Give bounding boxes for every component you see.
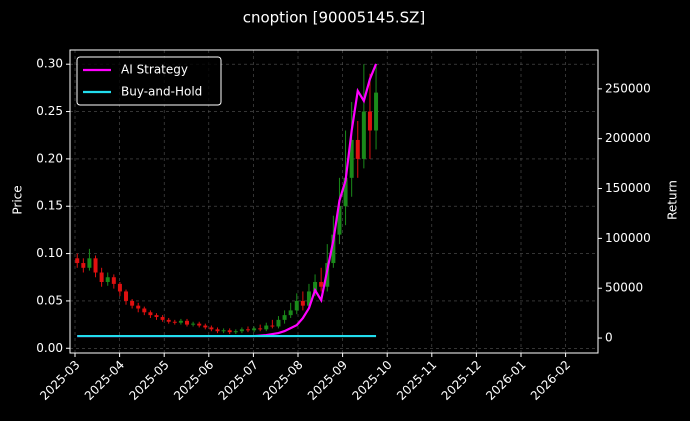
x-tick-label: 2025-07 [216, 358, 261, 403]
candle-body [276, 319, 281, 327]
candle-body [221, 330, 226, 332]
y2-tick-label: 250000 [605, 81, 651, 95]
y2-axis-label: Return [666, 180, 680, 220]
candle-body [245, 329, 250, 331]
y-tick-label: 0.25 [36, 104, 63, 118]
x-tick-label: 2025-06 [171, 358, 216, 403]
candle-body [154, 315, 159, 318]
candle-body [209, 327, 214, 330]
x-tick-label: 2026-01 [483, 358, 528, 403]
y-tick-label: 0.30 [36, 57, 63, 71]
y2-tick-label: 100000 [605, 231, 651, 245]
y-tick-label: 0.00 [36, 341, 63, 355]
candle-body [111, 277, 116, 284]
candle-body [361, 111, 366, 159]
candle-body [172, 321, 177, 323]
candle-body [270, 325, 275, 327]
candle-body [136, 305, 141, 309]
candle-body [343, 177, 348, 207]
candle-body [300, 300, 305, 306]
candle-body [319, 281, 324, 287]
candle-body [374, 92, 379, 131]
candle-body [306, 291, 311, 306]
legend-label: Buy-and-Hold [121, 85, 202, 99]
y-tick-label: 0.15 [36, 199, 63, 213]
chart-title: cnoption [90005145.SZ] [243, 9, 426, 27]
y-axis-label: Price [11, 185, 25, 214]
candle-body [355, 139, 360, 159]
candle-body [185, 320, 190, 325]
y2-tick-label: 150000 [605, 181, 651, 195]
y2-tick-label: 0 [605, 331, 613, 345]
candle-body [331, 234, 336, 264]
candle-body [130, 300, 135, 306]
candle-body [148, 312, 153, 316]
y2-tick-label: 50000 [605, 281, 643, 295]
candle-body [227, 330, 232, 333]
candle-body [124, 291, 129, 301]
candle-body [367, 111, 372, 131]
candle-body [178, 320, 183, 323]
candle-body [215, 329, 220, 332]
candle-body [87, 258, 92, 268]
candle-body [99, 272, 104, 282]
x-tick-label: 2025-05 [126, 358, 171, 403]
x-tick-label: 2025-08 [260, 358, 305, 403]
x-tick-label: 2025-03 [37, 358, 82, 403]
x-tick-label: 2026-02 [528, 358, 573, 403]
candle-body [349, 139, 354, 178]
candle-body [191, 323, 196, 325]
candle-body [233, 331, 238, 333]
x-tick-label: 2025-10 [349, 358, 394, 403]
candle-body [337, 206, 342, 235]
y-tick-label: 0.05 [36, 293, 63, 307]
candle-body [282, 315, 287, 320]
candle-body [93, 258, 98, 273]
y2-tick-label: 200000 [605, 131, 651, 145]
candle-body [166, 319, 171, 322]
x-tick-label: 2025-04 [82, 358, 127, 403]
candle-body [160, 317, 165, 320]
candle-body [81, 263, 86, 268]
legend-label: AI Strategy [121, 63, 188, 77]
y-tick-label: 0.20 [36, 151, 63, 165]
x-tick-label: 2025-12 [439, 358, 484, 403]
candle-body [105, 277, 110, 282]
candle-body [117, 283, 122, 292]
candle-body [313, 281, 318, 292]
plot-frame [69, 49, 599, 354]
candle-body [142, 308, 147, 313]
candle-body [258, 328, 263, 330]
x-tick-label: 2025-09 [305, 358, 350, 403]
candle-body [197, 323, 202, 326]
candle-body [294, 300, 299, 311]
y-tick-label: 0.10 [36, 246, 63, 260]
candle-body [203, 325, 208, 328]
legend-box [76, 56, 222, 106]
candle-body [252, 328, 257, 331]
candle-body [75, 258, 80, 264]
candle-body [264, 325, 269, 330]
candle-body [288, 310, 293, 316]
candle-body [239, 329, 244, 332]
x-tick-label: 2025-11 [394, 358, 439, 403]
